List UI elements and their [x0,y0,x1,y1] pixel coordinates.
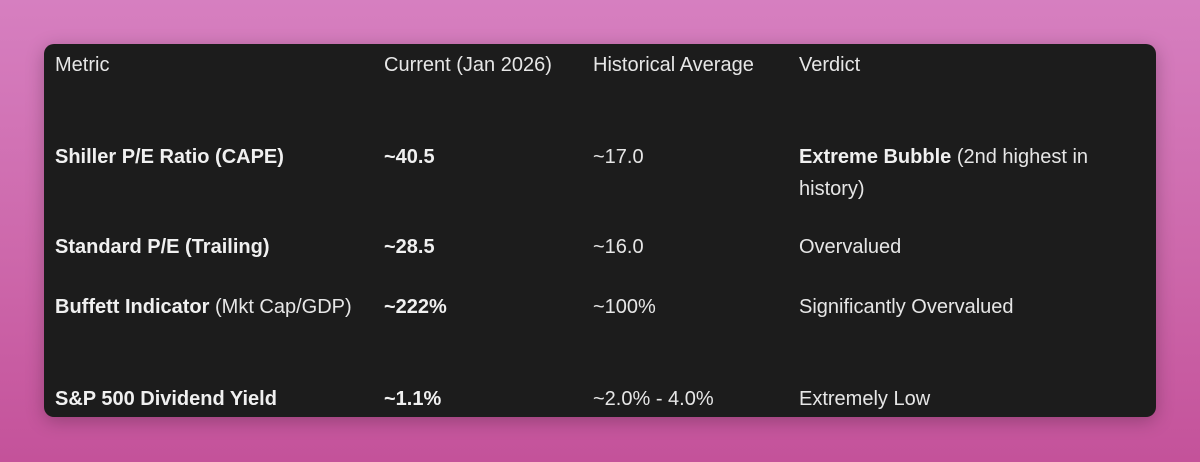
metric-cell: S&P 500 Dividend Yield [55,383,365,415]
metric-name: S&P 500 Dividend Yield [55,388,277,410]
current-value: ~1.1% [384,388,442,410]
current-cell: ~222% [384,291,574,323]
verdict-cell: Overvalued [799,231,1149,263]
historical-cell: ~16.0 [593,236,644,258]
metric-note: (Mkt Cap/GDP) [209,296,352,318]
verdict-cell: Significantly Overvalued [799,291,1149,323]
valuation-table: Metric Current (Jan 2026) Historical Ave… [44,44,1156,417]
verdict-text: Significantly Overvalued [799,296,1014,318]
current-value: ~222% [384,296,447,318]
historical-cell: ~100% [593,296,656,318]
current-cell: ~28.5 [384,231,574,263]
current-value: ~28.5 [384,236,435,258]
metric-cell: Buffett Indicator (Mkt Cap/GDP) [55,291,365,323]
verdict-cell: Extreme Bubble (2nd highest in history) [799,141,1149,205]
header-historical: Historical Average [593,54,754,76]
verdict-cell: Extremely Low [799,383,1149,415]
header-current: Current (Jan 2026) [384,54,552,76]
historical-cell: ~17.0 [593,146,644,168]
metric-name: Buffett Indicator [55,296,210,318]
header-verdict: Verdict [799,54,861,76]
verdict-text: Overvalued [799,236,902,258]
metric-cell: Shiller P/E Ratio (CAPE) [55,141,365,173]
header-metric: Metric [55,54,110,76]
current-cell: ~40.5 [384,141,574,173]
verdict-text: Extremely Low [799,388,931,410]
metric-cell: Standard P/E (Trailing) [55,231,365,263]
verdict-text: (2nd highest in history) [799,146,1089,200]
metric-name: Standard P/E (Trailing) [55,236,270,258]
metric-name: Shiller P/E Ratio (CAPE) [55,146,284,168]
historical-cell: ~2.0% - 4.0% [593,388,714,410]
verdict-strong: Extreme Bubble [799,146,952,168]
current-value: ~40.5 [384,146,435,168]
current-cell: ~1.1% [384,383,574,415]
